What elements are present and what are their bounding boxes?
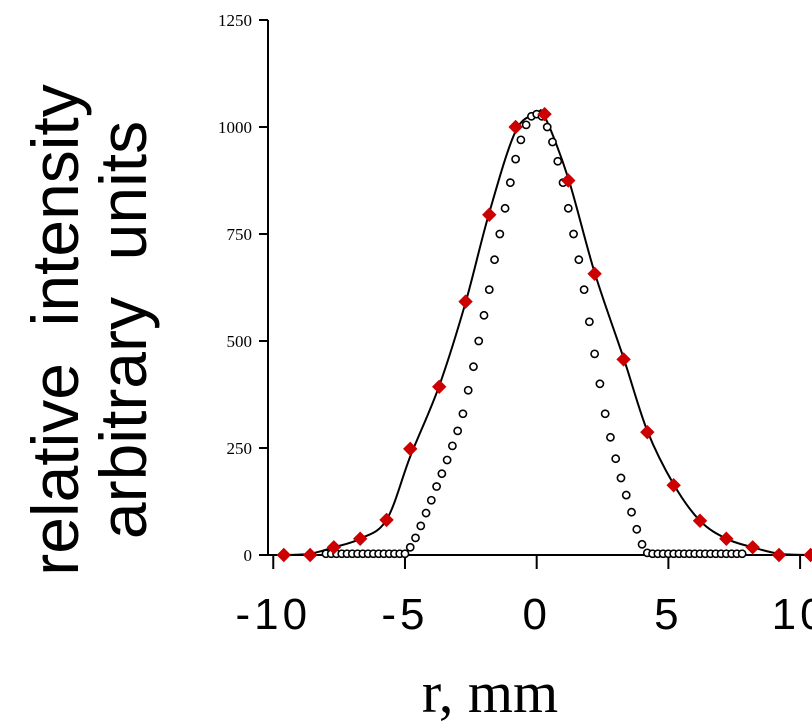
profile-point xyxy=(569,229,578,239)
profile-point xyxy=(400,549,410,559)
profile-point xyxy=(447,441,457,451)
profile-point xyxy=(505,178,515,188)
profile-point xyxy=(474,336,484,346)
profile-point xyxy=(500,203,510,213)
measured-point xyxy=(508,119,523,135)
measured-point xyxy=(302,547,318,563)
profile-point xyxy=(516,135,526,145)
measured-point xyxy=(276,547,292,563)
measured-point xyxy=(537,106,552,122)
x-tick-label: 0 xyxy=(522,590,550,639)
measured-point xyxy=(432,379,447,395)
y-tick-label: 750 xyxy=(227,225,253,244)
profile-point xyxy=(637,539,647,549)
profile-point xyxy=(632,524,642,534)
x-axis-label: r, mm xyxy=(422,660,558,723)
profile-point xyxy=(616,473,626,483)
profile-point xyxy=(563,203,573,213)
profile-point xyxy=(490,255,499,265)
profile-point xyxy=(606,432,615,442)
profile-point xyxy=(574,255,584,265)
y-tick-label: 1250 xyxy=(218,11,252,30)
y-axis-label-line-1: relative intensity xyxy=(18,84,92,576)
profile-point xyxy=(521,120,531,130)
profile-point xyxy=(584,317,594,327)
profile-point xyxy=(405,542,415,552)
measured-point xyxy=(482,207,497,222)
measured-point xyxy=(771,547,787,563)
profile-point xyxy=(542,122,552,132)
measured-point xyxy=(666,478,681,493)
profile-point xyxy=(595,379,605,389)
profile-point xyxy=(484,285,494,295)
measured-point xyxy=(352,531,368,546)
x-tick-label: -10 xyxy=(235,590,311,639)
measured-point xyxy=(692,513,708,528)
y-axis-label-line-2: arbitrary units xyxy=(86,121,160,539)
y-tick-label: 250 xyxy=(227,439,253,458)
measured-point xyxy=(719,531,734,546)
y-axis-ticks: 0 250 500 750 1000 1250 xyxy=(218,11,268,565)
y-tick-label: 1000 xyxy=(218,118,252,137)
profile-point xyxy=(442,455,452,465)
profile-point xyxy=(579,285,589,295)
measured-point xyxy=(326,540,342,555)
profile-point xyxy=(432,482,441,491)
profile-point xyxy=(463,385,473,395)
profile-point xyxy=(495,229,505,239)
profile-point xyxy=(611,454,621,464)
measured-point xyxy=(458,294,473,309)
profile-point xyxy=(621,490,631,500)
measured-point xyxy=(561,173,576,188)
fit-curve xyxy=(283,109,811,556)
y-axis-label: relative intensity arbitrary units xyxy=(18,84,160,576)
profile-point xyxy=(548,137,557,147)
profile-point xyxy=(469,362,478,372)
y-tick-label: 0 xyxy=(244,546,253,565)
measured-point xyxy=(640,424,655,440)
x-tick-label: 5 xyxy=(654,590,682,639)
profile-point xyxy=(453,426,463,436)
measured-point xyxy=(587,266,602,282)
profile-point xyxy=(421,508,431,518)
plot-frame xyxy=(267,20,808,556)
profile-point xyxy=(511,154,521,164)
profile-point xyxy=(416,521,426,531)
measured-point xyxy=(379,512,394,528)
profile-point xyxy=(553,156,563,166)
profile-point xyxy=(437,469,447,479)
measured-point xyxy=(616,352,631,367)
measured-point xyxy=(803,547,812,563)
profile-point xyxy=(627,507,636,517)
profile-point xyxy=(411,533,420,543)
x-axis-ticks: -10 -5 0 5 10 xyxy=(235,555,812,639)
measured-point xyxy=(745,540,760,555)
profile-point xyxy=(458,409,468,419)
profile-point xyxy=(590,349,600,359)
x-tick-label: 10 xyxy=(772,590,812,639)
profile-point xyxy=(600,409,610,419)
profile-point xyxy=(479,310,489,320)
y-tick-label: 500 xyxy=(227,332,253,351)
profile-point xyxy=(737,549,747,559)
measured-point xyxy=(403,441,418,457)
profile-point xyxy=(426,495,436,505)
x-tick-label: -5 xyxy=(381,590,428,639)
data-series xyxy=(276,106,812,563)
